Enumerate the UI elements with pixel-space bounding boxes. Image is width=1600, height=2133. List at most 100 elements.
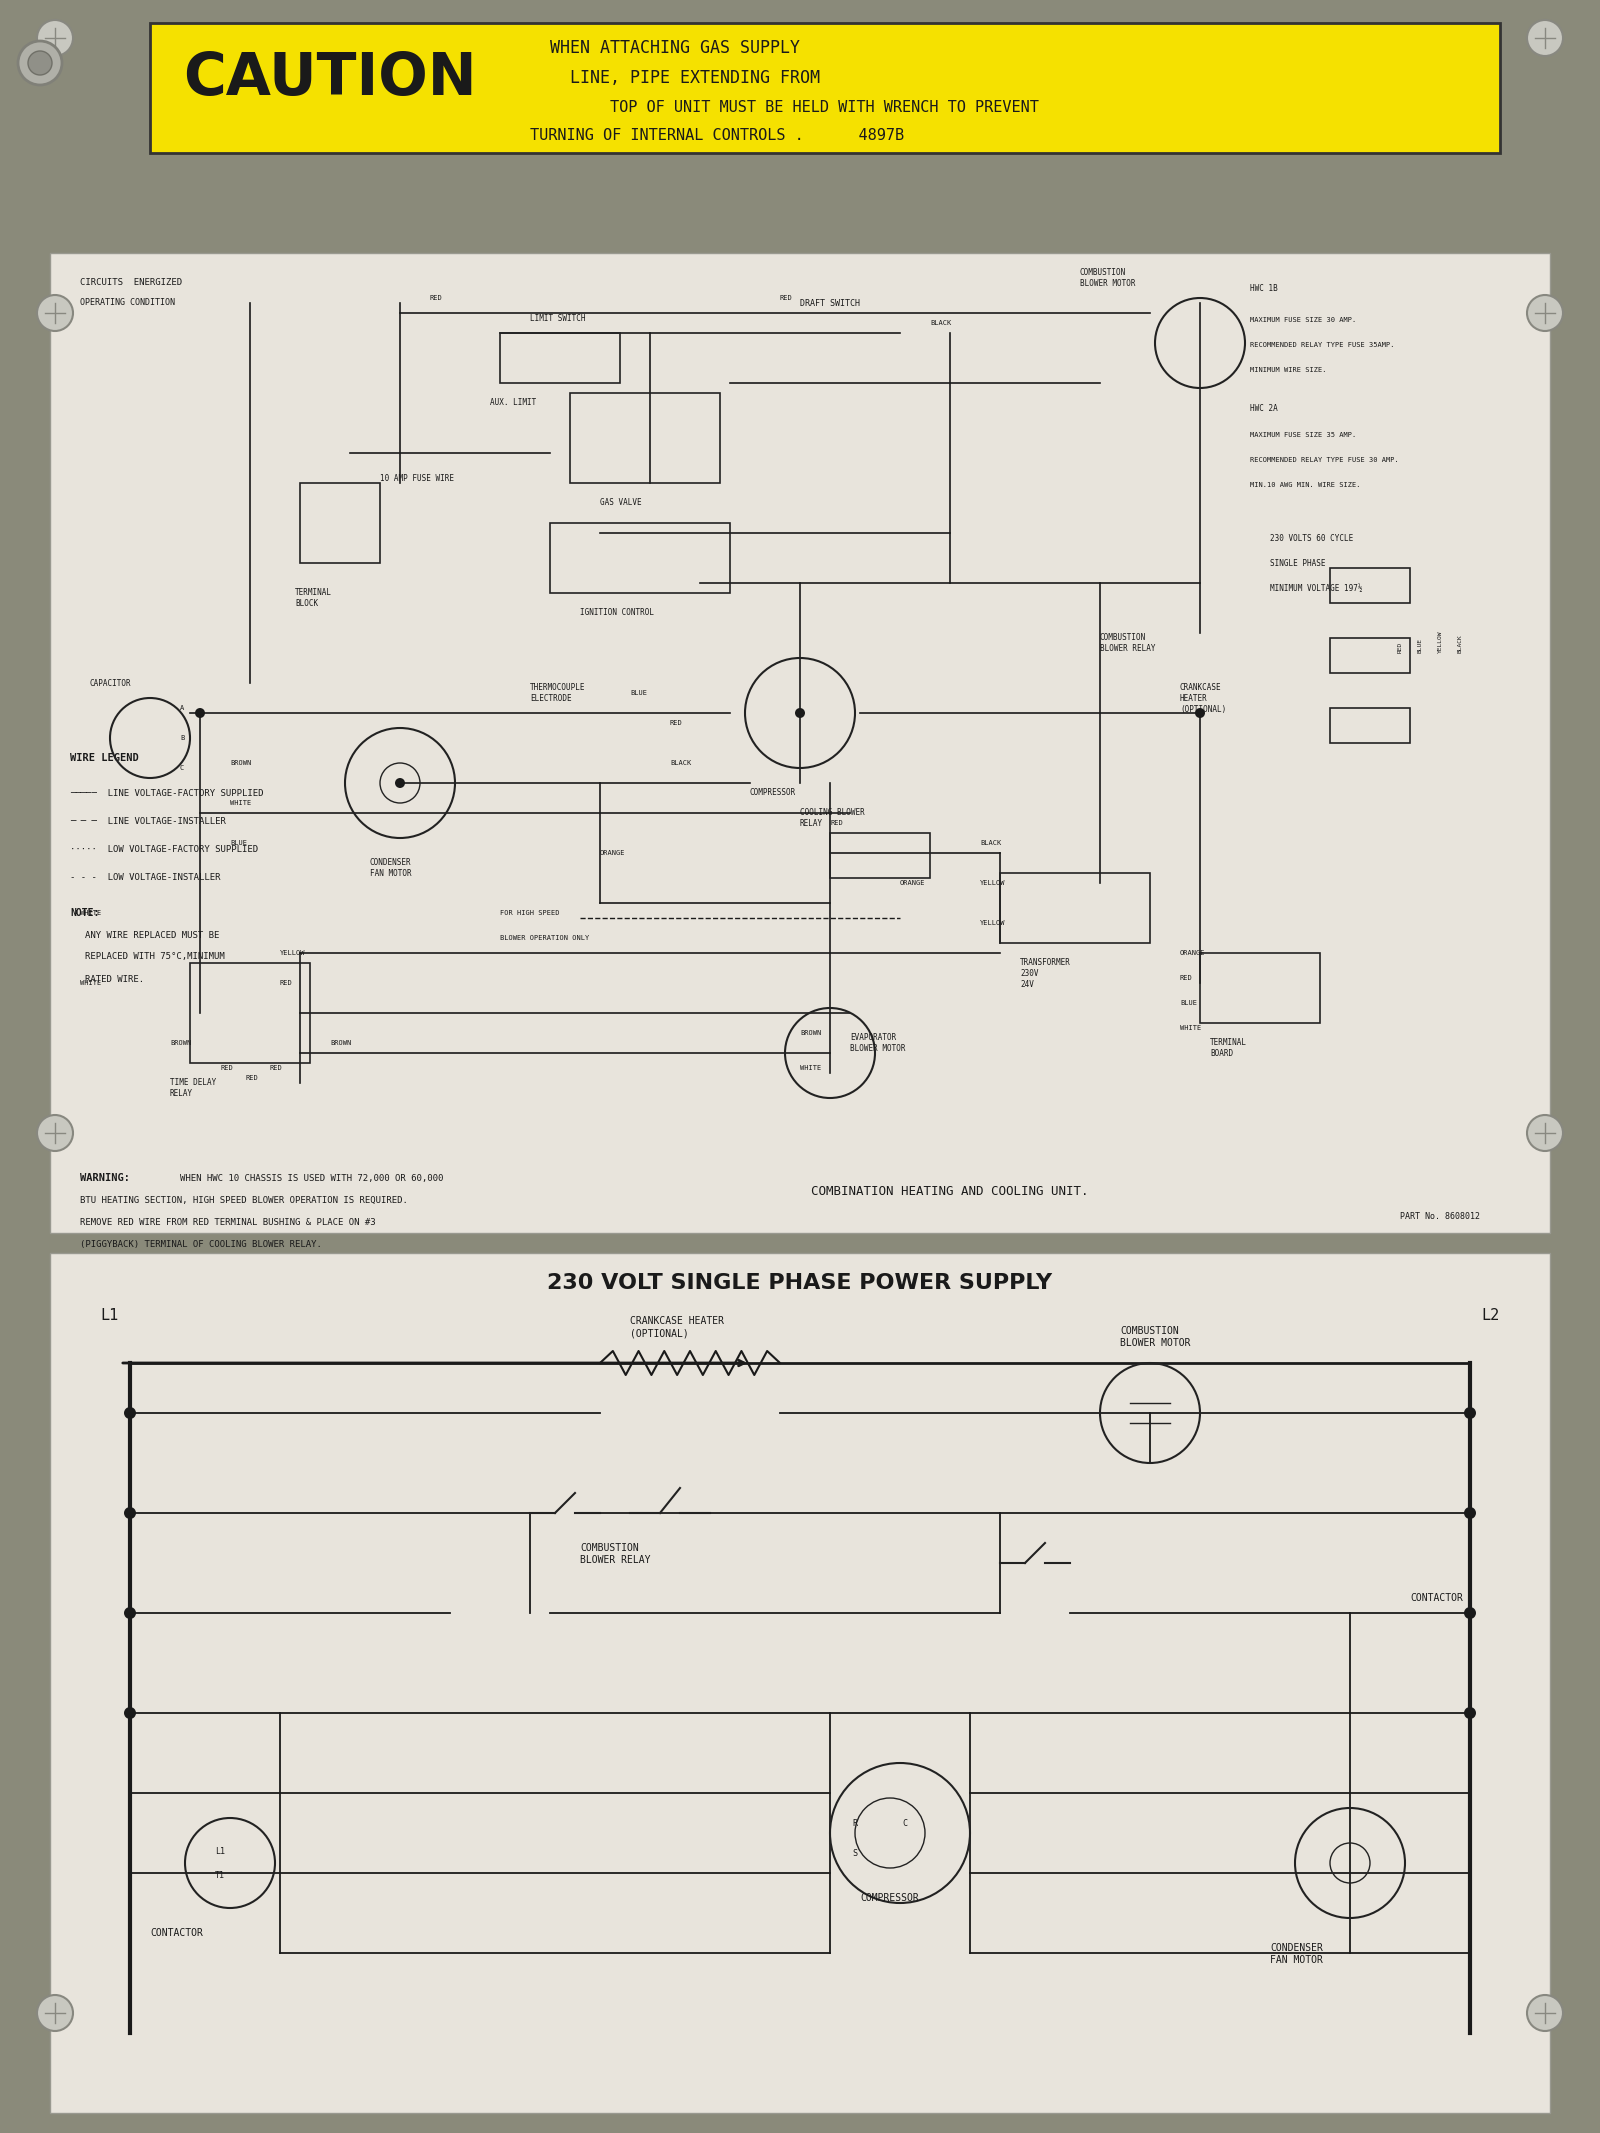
Text: ORANGE: ORANGE xyxy=(1181,949,1205,956)
Circle shape xyxy=(1464,1606,1475,1619)
Text: COMPRESSOR: COMPRESSOR xyxy=(861,1892,920,1903)
Text: BLUE: BLUE xyxy=(1418,638,1422,653)
Text: RATED WIRE.: RATED WIRE. xyxy=(85,975,144,983)
Text: MINIMUM WIRE SIZE.: MINIMUM WIRE SIZE. xyxy=(1250,367,1326,373)
Bar xyxy=(190,962,310,1062)
Text: COMBUSTION
BLOWER RELAY: COMBUSTION BLOWER RELAY xyxy=(579,1542,651,1566)
Circle shape xyxy=(795,708,805,719)
Text: BROWN: BROWN xyxy=(330,1041,352,1045)
Text: GAS VALVE: GAS VALVE xyxy=(600,497,642,508)
Text: WHITE: WHITE xyxy=(800,1064,821,1071)
Text: COMBUSTION
BLOWER MOTOR: COMBUSTION BLOWER MOTOR xyxy=(1120,1325,1190,1348)
Text: TERMINAL
BLOCK: TERMINAL BLOCK xyxy=(294,589,333,608)
Text: COMBUSTION
BLOWER RELAY: COMBUSTION BLOWER RELAY xyxy=(1101,634,1155,653)
Bar xyxy=(499,333,621,384)
Text: COOLING BLOWER
RELAY: COOLING BLOWER RELAY xyxy=(800,808,864,828)
Circle shape xyxy=(37,294,74,331)
Text: ─────  LINE VOLTAGE-FACTORY SUPPLIED: ───── LINE VOLTAGE-FACTORY SUPPLIED xyxy=(70,789,264,798)
Circle shape xyxy=(37,1994,74,2031)
Text: DRAFT SWITCH: DRAFT SWITCH xyxy=(800,299,861,307)
Text: RED: RED xyxy=(430,294,443,301)
FancyBboxPatch shape xyxy=(50,254,1550,1233)
Text: T1: T1 xyxy=(214,1871,226,1879)
Text: NOTE:: NOTE: xyxy=(70,909,99,917)
Text: S: S xyxy=(853,1849,858,1858)
Text: CONTACTOR: CONTACTOR xyxy=(150,1928,203,1939)
Text: CONDENSER
FAN MOTOR: CONDENSER FAN MOTOR xyxy=(370,857,411,879)
Bar xyxy=(830,834,930,879)
Text: CONDENSER
FAN MOTOR: CONDENSER FAN MOTOR xyxy=(1270,1943,1323,1964)
Text: CRANKCASE HEATER
(OPTIONAL): CRANKCASE HEATER (OPTIONAL) xyxy=(630,1316,723,1337)
Text: OPERATING CONDITION: OPERATING CONDITION xyxy=(80,299,174,307)
Circle shape xyxy=(1526,19,1563,55)
Circle shape xyxy=(395,779,405,787)
Text: BROWN: BROWN xyxy=(230,759,251,766)
Circle shape xyxy=(1526,1994,1563,2031)
Text: REMOVE RED WIRE FROM RED TERMINAL BUSHING & PLACE ON #3: REMOVE RED WIRE FROM RED TERMINAL BUSHIN… xyxy=(80,1218,376,1226)
Text: (PIGGYBACK) TERMINAL OF COOLING BLOWER RELAY.: (PIGGYBACK) TERMINAL OF COOLING BLOWER R… xyxy=(80,1239,322,1250)
Text: BLUE: BLUE xyxy=(630,689,646,695)
Circle shape xyxy=(125,1508,136,1519)
Text: CAPACITOR: CAPACITOR xyxy=(90,678,131,689)
Circle shape xyxy=(1195,708,1205,719)
Text: RED: RED xyxy=(1181,975,1192,981)
Text: WHEN ATTACHING GAS SUPPLY: WHEN ATTACHING GAS SUPPLY xyxy=(550,38,800,58)
Text: TERMINAL
BOARD: TERMINAL BOARD xyxy=(1210,1039,1246,1058)
Text: A: A xyxy=(179,706,184,710)
Text: CIRCUITS  ENERGIZED: CIRCUITS ENERGIZED xyxy=(80,277,182,288)
Circle shape xyxy=(125,1706,136,1719)
Circle shape xyxy=(195,708,205,719)
Bar xyxy=(550,523,730,593)
Text: RED: RED xyxy=(830,819,843,825)
FancyBboxPatch shape xyxy=(150,23,1501,154)
Text: YELLOW: YELLOW xyxy=(979,881,1005,885)
Text: SINGLE PHASE: SINGLE PHASE xyxy=(1270,559,1325,567)
Text: YELLOW: YELLOW xyxy=(1437,631,1443,653)
Text: CONTACTOR: CONTACTOR xyxy=(1410,1593,1462,1604)
Text: TURNING OF INTERNAL CONTROLS .      4897B: TURNING OF INTERNAL CONTROLS . 4897B xyxy=(530,128,904,143)
Text: C: C xyxy=(179,766,184,770)
Text: RED: RED xyxy=(1397,642,1403,653)
Text: FOR HIGH SPEED: FOR HIGH SPEED xyxy=(499,911,560,915)
Text: R: R xyxy=(853,1819,858,1828)
Bar xyxy=(570,392,720,482)
Text: ANY WIRE REPLACED MUST BE: ANY WIRE REPLACED MUST BE xyxy=(85,930,219,939)
FancyBboxPatch shape xyxy=(50,1252,1550,2114)
Circle shape xyxy=(37,1116,74,1152)
Text: HWC 2A: HWC 2A xyxy=(1250,403,1278,414)
Text: REPLACED WITH 75°C,MINIMUM: REPLACED WITH 75°C,MINIMUM xyxy=(85,953,224,962)
Text: WHITE: WHITE xyxy=(80,979,101,985)
Text: L1: L1 xyxy=(99,1308,118,1322)
Text: BTU HEATING SECTION, HIGH SPEED BLOWER OPERATION IS REQUIRED.: BTU HEATING SECTION, HIGH SPEED BLOWER O… xyxy=(80,1197,408,1205)
Text: C: C xyxy=(902,1819,907,1828)
Text: BLOWER OPERATION ONLY: BLOWER OPERATION ONLY xyxy=(499,934,589,941)
Text: BLACK: BLACK xyxy=(930,320,952,326)
Text: 230 VOLT SINGLE PHASE POWER SUPPLY: 230 VOLT SINGLE PHASE POWER SUPPLY xyxy=(547,1273,1053,1293)
Text: WHEN HWC 10 CHASSIS IS USED WITH 72,000 OR 60,000: WHEN HWC 10 CHASSIS IS USED WITH 72,000 … xyxy=(179,1173,443,1184)
Text: ─ ─ ─  LINE VOLTAGE-INSTALLER: ─ ─ ─ LINE VOLTAGE-INSTALLER xyxy=(70,817,226,825)
Text: CAUTION: CAUTION xyxy=(182,49,477,107)
Circle shape xyxy=(1464,1508,1475,1519)
Bar xyxy=(301,482,381,563)
Text: BLUE: BLUE xyxy=(1181,1000,1197,1007)
Text: BROWN: BROWN xyxy=(170,1041,192,1045)
Text: BLACK: BLACK xyxy=(979,840,1002,847)
Text: IGNITION CONTROL: IGNITION CONTROL xyxy=(579,608,654,616)
Circle shape xyxy=(1464,1408,1475,1418)
Text: COMBUSTION
BLOWER MOTOR: COMBUSTION BLOWER MOTOR xyxy=(1080,269,1136,288)
Text: MINIMUM VOLTAGE 197½: MINIMUM VOLTAGE 197½ xyxy=(1270,584,1363,593)
Text: MIN.10 AWG MIN. WIRE SIZE.: MIN.10 AWG MIN. WIRE SIZE. xyxy=(1250,482,1360,488)
Bar xyxy=(1000,872,1150,943)
Circle shape xyxy=(1526,1116,1563,1152)
Text: RED: RED xyxy=(781,294,792,301)
Text: - - -  LOW VOLTAGE-INSTALLER: - - - LOW VOLTAGE-INSTALLER xyxy=(70,872,221,881)
Bar xyxy=(1330,567,1410,604)
Text: RED: RED xyxy=(245,1075,258,1081)
Text: COMBINATION HEATING AND COOLING UNIT.: COMBINATION HEATING AND COOLING UNIT. xyxy=(811,1186,1088,1199)
Text: RECOMMENDED RELAY TYPE FUSE 30 AMP.: RECOMMENDED RELAY TYPE FUSE 30 AMP. xyxy=(1250,456,1398,463)
Text: TRANSFORMER
230V
24V: TRANSFORMER 230V 24V xyxy=(1021,958,1070,990)
Text: TIME DELAY
RELAY: TIME DELAY RELAY xyxy=(170,1077,216,1098)
Bar xyxy=(1330,638,1410,674)
Text: LINE, PIPE EXTENDING FROM: LINE, PIPE EXTENDING FROM xyxy=(570,68,819,87)
Text: YELLOW: YELLOW xyxy=(979,919,1005,926)
